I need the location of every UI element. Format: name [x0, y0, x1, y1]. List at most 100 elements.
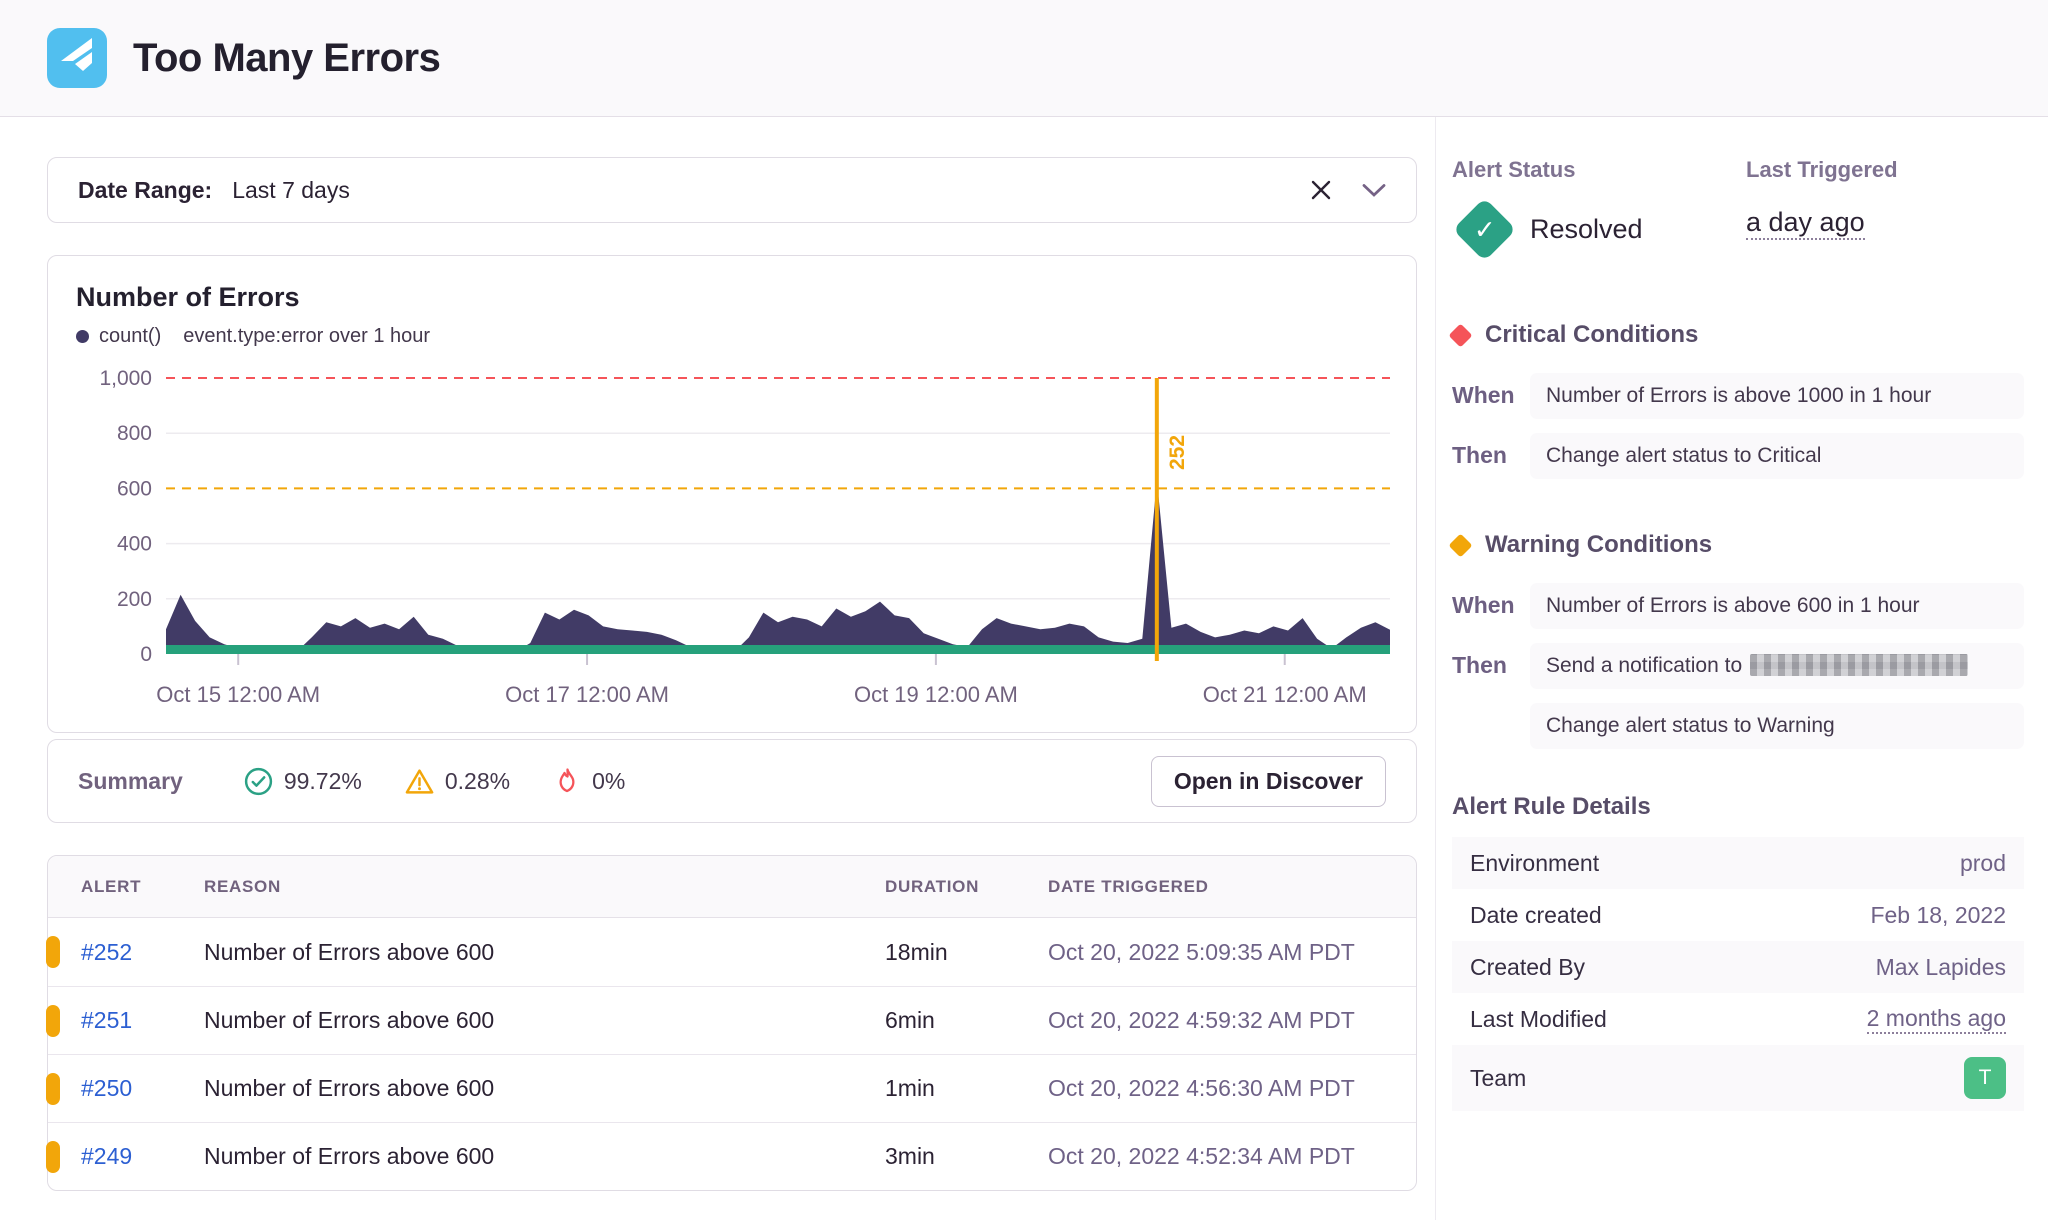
- chevron-down-icon[interactable]: [1362, 183, 1386, 198]
- page-header: Too Many Errors: [0, 0, 2048, 117]
- warning-triangle-icon: [405, 768, 434, 794]
- col-reason: REASON: [204, 876, 281, 896]
- warning-when-condition: Number of Errors is above 600 in 1 hour: [1530, 583, 2024, 629]
- alert-duration: 6min: [885, 1007, 935, 1033]
- date-range-picker[interactable]: Date Range: Last 7 days: [47, 157, 1417, 223]
- series-color-dot: [76, 330, 89, 343]
- last-triggered-label: Last Triggered: [1746, 157, 1898, 182]
- check-circle-icon: [244, 767, 272, 795]
- then-label: Then: [1452, 442, 1507, 468]
- alert-reason: Number of Errors above 600: [204, 938, 495, 965]
- warning-then-row-1: Then Send a notification to: [1452, 643, 2024, 689]
- summary-bar: Summary 99.72% 0.28% 0% Open in Discover: [47, 739, 1417, 823]
- svg-text:600: 600: [117, 477, 152, 500]
- detail-row-created-by: Created By Max Lapides: [1452, 941, 2024, 993]
- warning-percent: 0.28%: [444, 767, 511, 794]
- table-row: #249 Number of Errors above 600 3min Oct…: [46, 1122, 1416, 1190]
- chart-title: Number of Errors: [76, 282, 300, 312]
- page-title: Too Many Errors: [133, 35, 441, 80]
- critical-then-row: Then Change alert status to Critical: [1452, 433, 2024, 479]
- errors-chart-panel: Number of Errors count() event.type:erro…: [47, 255, 1417, 733]
- date-range-value: Last 7 days: [232, 176, 350, 203]
- when-label: When: [1452, 382, 1515, 408]
- chart-legend: count() event.type:error over 1 hour: [76, 325, 1388, 348]
- alert-rule-details-list: Environment prod Date created Feb 18, 20…: [1452, 837, 2024, 1111]
- detail-row-team: Team T: [1452, 1045, 2024, 1111]
- alert-reason: Number of Errors above 600: [204, 1007, 495, 1033]
- then-label: Then: [1452, 652, 1507, 678]
- warning-level-indicator: [46, 1004, 60, 1037]
- alert-duration: 18min: [885, 938, 948, 965]
- detail-row-date-created: Date created Feb 18, 2022: [1470, 901, 2006, 928]
- alert-date: Oct 20, 2022 4:56:30 AM PDT: [1048, 1075, 1355, 1101]
- warning-then-action-2: Change alert status to Warning: [1530, 703, 2024, 749]
- warning-level-indicator: [46, 936, 60, 968]
- svg-text:200: 200: [117, 588, 152, 611]
- svg-text:0: 0: [140, 643, 152, 666]
- app-logo-glyph: [61, 38, 92, 71]
- critical-when-condition: Number of Errors is above 1000 in 1 hour: [1530, 373, 2024, 419]
- svg-text:800: 800: [117, 422, 152, 445]
- warning-conditions-heading: Warning Conditions: [1448, 531, 2024, 559]
- svg-text:Oct 15 12:00 AM: Oct 15 12:00 AM: [156, 682, 320, 707]
- app-logo-icon: [47, 28, 107, 88]
- redacted-notification-target: [1750, 654, 1969, 676]
- col-date: DATE TRIGGERED: [1048, 876, 1209, 896]
- table-row: #252 Number of Errors above 600 18min Oc…: [46, 918, 1416, 986]
- fire-icon: [559, 767, 575, 792]
- triggered-alerts-table: ALERT REASON DURATION DATE TRIGGERED #25…: [46, 855, 1417, 1191]
- alert-duration: 1min: [885, 1075, 935, 1101]
- alert-reason: Number of Errors above 600: [204, 1143, 495, 1169]
- alert-id-link[interactable]: #251: [81, 1007, 133, 1033]
- summary-label: Summary: [78, 767, 183, 794]
- svg-text:Oct 19 12:00 AM: Oct 19 12:00 AM: [854, 682, 1018, 707]
- critical-diamond-icon: [1448, 322, 1473, 348]
- alert-id-link[interactable]: #252: [81, 938, 133, 965]
- warning-then-row-2: Change alert status to Warning: [1452, 703, 2024, 749]
- alert-status-label: Alert Status: [1452, 157, 1576, 182]
- alert-date: Oct 20, 2022 5:09:35 AM PDT: [1048, 938, 1355, 965]
- svg-text:1,000: 1,000: [99, 367, 152, 390]
- errors-area-chart: 0 200 400 600 800 1,000 252 Oct 15 12:00 AM Oct …: [76, 364, 1390, 721]
- summary-resolved: 99.72%: [243, 766, 362, 797]
- last-triggered-value[interactable]: a day ago: [1746, 207, 1865, 240]
- col-duration: DURATION: [885, 876, 980, 896]
- last-modified-value[interactable]: 2 months ago: [1866, 1005, 2006, 1034]
- alert-status-value: Resolved: [1530, 213, 1643, 244]
- warning-level-indicator: [46, 1072, 60, 1105]
- detail-row-environment: Environment prod: [1452, 837, 2024, 889]
- svg-text:400: 400: [117, 533, 152, 556]
- alert-rule-details-heading: Alert Rule Details: [1452, 793, 1651, 820]
- critical-when-row: When Number of Errors is above 1000 in 1…: [1452, 373, 2024, 419]
- alert-duration: 3min: [885, 1143, 935, 1169]
- summary-critical: 0%: [552, 766, 625, 797]
- svg-text:252: 252: [1166, 435, 1189, 470]
- table-row: #250 Number of Errors above 600 1min Oct…: [46, 1054, 1416, 1122]
- warning-when-row: When Number of Errors is above 600 in 1 …: [1452, 583, 2024, 629]
- critical-conditions-heading: Critical Conditions: [1448, 321, 2024, 349]
- warning-diamond-icon: [1448, 532, 1473, 558]
- critical-percent: 0%: [592, 767, 626, 794]
- warning-level-indicator: [46, 1140, 60, 1173]
- alert-date: Oct 20, 2022 4:52:34 AM PDT: [1048, 1143, 1355, 1169]
- table-header-row: ALERT REASON DURATION DATE TRIGGERED: [48, 856, 1416, 918]
- svg-text:Oct 17 12:00 AM: Oct 17 12:00 AM: [505, 682, 669, 707]
- team-avatar-badge[interactable]: T: [1964, 1057, 2006, 1099]
- alert-id-link[interactable]: #250: [81, 1075, 133, 1101]
- check-glyph: ✓: [1473, 213, 1495, 244]
- series-name: count(): [99, 325, 162, 347]
- resolved-diamond-icon: ✓: [1452, 197, 1516, 261]
- open-in-discover-button[interactable]: Open in Discover: [1150, 755, 1386, 807]
- alert-id-link[interactable]: #249: [81, 1143, 133, 1169]
- critical-then-action: Change alert status to Critical: [1530, 433, 2024, 479]
- warning-then-action-1: Send a notification to: [1530, 643, 2024, 689]
- detail-row-last-modified: Last Modified 2 months ago: [1470, 1004, 2006, 1034]
- summary-warning: 0.28%: [404, 767, 510, 796]
- resolved-percent: 99.72%: [283, 767, 362, 794]
- clear-icon[interactable]: [1310, 179, 1332, 201]
- alert-sidebar: Alert Status ✓ Resolved Last Triggered a…: [1448, 157, 2024, 1111]
- when-label: When: [1452, 592, 1515, 618]
- date-range-label: Date Range:: [78, 176, 213, 203]
- col-alert: ALERT: [81, 876, 142, 896]
